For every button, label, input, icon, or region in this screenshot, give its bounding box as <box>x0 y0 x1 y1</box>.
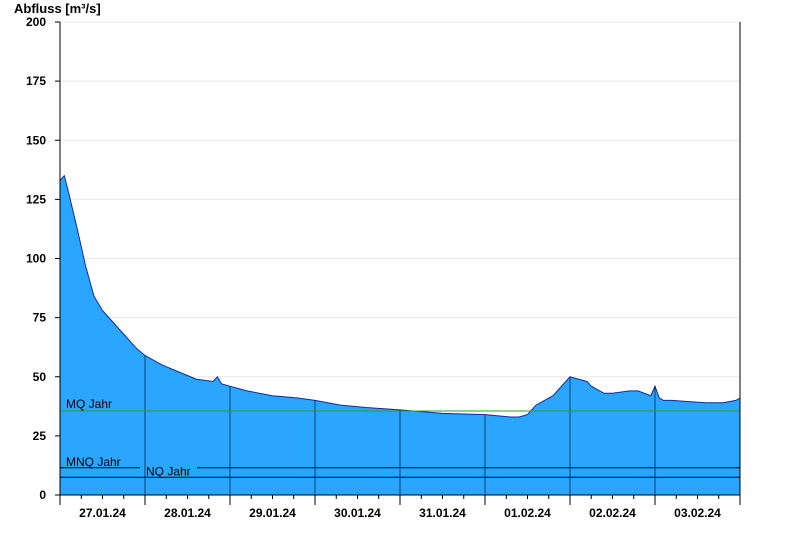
x-tick-label-0: 27.01.24 <box>79 506 126 520</box>
y-axis-label: Abfluss [m³/s] <box>14 1 101 16</box>
x-tick-label-7: 03.02.24 <box>674 506 721 520</box>
x-tick-label-6: 02.02.24 <box>589 506 636 520</box>
y-tick-label-8: 200 <box>26 15 46 29</box>
reference-lines: MQ Jahr MNQ Jahr NQ Jahr <box>60 397 740 478</box>
y-tick-label-7: 175 <box>26 74 46 88</box>
y-tick-label-0: 0 <box>39 488 46 502</box>
y-tick-label-6: 150 <box>26 133 46 147</box>
discharge-line <box>59 174 741 418</box>
y-tick-label-4: 100 <box>26 252 46 266</box>
day-separator-lines <box>144 355 656 495</box>
x-tick-label-1: 28.01.24 <box>164 506 211 520</box>
y-tick-label-1: 25 <box>33 429 47 443</box>
x-tick-label-3: 30.01.24 <box>334 506 381 520</box>
y-tick-label-5: 125 <box>26 192 46 206</box>
y-ticks: 0 25 50 75 100 125 150 175 200 <box>26 15 60 502</box>
mq-jahr-label: MQ Jahr <box>66 397 112 411</box>
y-tick-label-3: 75 <box>33 311 47 325</box>
x-tick-label-5: 01.02.24 <box>504 506 551 520</box>
x-tick-label-4: 31.01.24 <box>419 506 466 520</box>
mnq-jahr-label: MNQ Jahr <box>66 455 121 469</box>
y-tick-label-2: 50 <box>33 370 47 384</box>
x-tick-label-2: 29.01.24 <box>249 506 296 520</box>
nq-jahr-label: NQ Jahr <box>146 464 191 478</box>
x-ticks: 27.01.24 28.01.24 29.01.24 30.01.24 31.01.24… <box>59 495 741 520</box>
